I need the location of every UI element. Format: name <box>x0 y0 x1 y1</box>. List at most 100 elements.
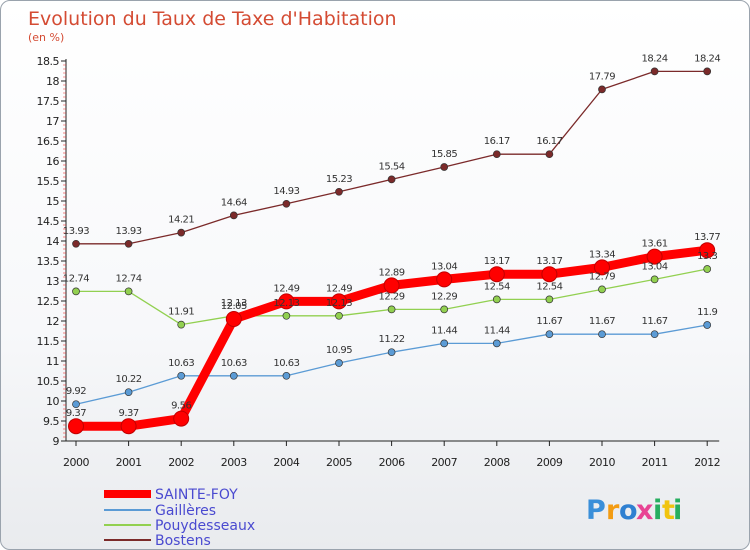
data-point <box>177 371 186 380</box>
data-label: 9.37 <box>118 408 138 419</box>
data-label: 11.44 <box>431 325 457 336</box>
data-label: 13.93 <box>116 226 142 237</box>
data-label: 15.85 <box>431 149 457 160</box>
data-point <box>545 330 554 339</box>
legend-item: Pouydesseaux <box>104 518 255 534</box>
data-label: 12.13 <box>273 298 299 309</box>
logo-letter: o <box>619 495 638 526</box>
y-tick-label: 11.5 <box>37 335 60 348</box>
data-label: 13.3 <box>697 251 717 262</box>
data-label: 12.74 <box>63 273 89 284</box>
data-label: 12.13 <box>326 298 352 309</box>
data-label: 10.95 <box>326 345 352 356</box>
data-point <box>177 320 186 329</box>
data-label: 11.9 <box>697 307 717 318</box>
data-point <box>282 311 291 320</box>
x-tick-label: 2002 <box>168 456 194 469</box>
legend-label: Gaillères <box>155 503 216 519</box>
data-point <box>225 311 242 327</box>
data-point <box>488 266 505 283</box>
data-label: 12.13 <box>221 298 247 309</box>
y-tick-label: 10.5 <box>37 375 60 388</box>
data-label: 12.49 <box>326 283 352 294</box>
series-gaill-res <box>72 321 712 409</box>
data-label: 11.67 <box>589 316 615 327</box>
y-tick-label: 17 <box>46 115 59 128</box>
data-point <box>440 305 449 314</box>
x-tick-label: 2009 <box>536 456 562 469</box>
data-label: 12.54 <box>484 281 510 292</box>
data-label: 12.79 <box>589 271 615 282</box>
logo-letter: t <box>662 495 675 526</box>
data-point <box>492 295 501 304</box>
logo-letter: P <box>586 495 606 526</box>
x-tick-label: 2006 <box>379 456 405 469</box>
series-pouydesseaux <box>72 265 712 329</box>
data-point <box>124 388 133 397</box>
data-label: 9.56 <box>171 401 191 412</box>
data-point <box>598 330 606 339</box>
data-label: 10.63 <box>221 358 247 369</box>
y-tick-label: 12.5 <box>37 295 60 308</box>
data-point <box>229 211 238 220</box>
data-label: 12.29 <box>431 291 457 302</box>
y-tick-label: 16.5 <box>37 135 60 148</box>
data-point <box>594 259 610 276</box>
logo-letter: i <box>673 495 682 526</box>
data-label: 12.29 <box>379 291 405 302</box>
y-tick-label: 15.5 <box>37 175 60 188</box>
legend-label: SAINTE-FOY <box>155 487 238 503</box>
legend-item: Gaillères <box>104 503 216 519</box>
data-point <box>120 418 137 435</box>
y-tick-label: 17.5 <box>37 95 60 108</box>
y-tick-label: 11 <box>46 355 59 368</box>
x-tick-label: 2004 <box>273 456 299 469</box>
data-label: 14.93 <box>273 186 299 197</box>
data-label: 9.92 <box>66 386 86 397</box>
data-point <box>440 163 449 171</box>
data-label: 10.22 <box>116 374 142 385</box>
data-label: 17.79 <box>589 71 615 82</box>
data-point <box>598 85 606 94</box>
y-tick-label: 10 <box>46 395 59 408</box>
data-label: 13.77 <box>694 232 720 243</box>
data-label: 13.04 <box>431 261 457 272</box>
chart-title: Evolution du Taux de Taxe d'Habitation <box>28 8 397 30</box>
data-point <box>646 248 663 265</box>
legend-label: Pouydesseaux <box>155 518 255 534</box>
data-label: 13.34 <box>589 249 615 260</box>
data-point <box>545 150 554 159</box>
data-point <box>335 187 343 196</box>
data-label: 14.64 <box>221 197 247 208</box>
y-tick-label: 12 <box>46 315 59 328</box>
y-tick-label: 16 <box>46 155 59 168</box>
data-label: 11.91 <box>168 307 194 318</box>
data-point <box>72 239 80 248</box>
data-point <box>124 239 133 248</box>
data-point <box>335 311 343 320</box>
y-tick-label: 14 <box>46 235 59 248</box>
data-point <box>278 293 295 310</box>
data-point <box>440 339 449 348</box>
y-tick-label: 15 <box>46 195 59 208</box>
x-tick-label: 2008 <box>484 456 510 469</box>
logo-letter: i <box>653 495 662 526</box>
data-label: 11.44 <box>484 325 510 336</box>
data-label: 10.63 <box>273 358 299 369</box>
data-labels: 9.92 10.22 10.63 10.63 10.63 10.95 11.22 11.44 1… <box>63 53 721 419</box>
axes: 9 9.5 10 10.5 11 11.5 12 12.5 13 13.5 14 14.5 15 15.5… <box>37 55 721 469</box>
data-point <box>545 295 554 304</box>
data-label: 11.67 <box>642 316 668 327</box>
data-label: 13.93 <box>63 226 89 237</box>
data-point <box>72 400 80 409</box>
data-point <box>703 265 712 273</box>
series-sainte-foy <box>68 242 716 435</box>
data-point <box>331 293 347 310</box>
data-label: 12.05 <box>221 301 247 312</box>
legend-item: SAINTE-FOY <box>104 487 238 503</box>
x-tick-label: 2001 <box>116 456 142 469</box>
